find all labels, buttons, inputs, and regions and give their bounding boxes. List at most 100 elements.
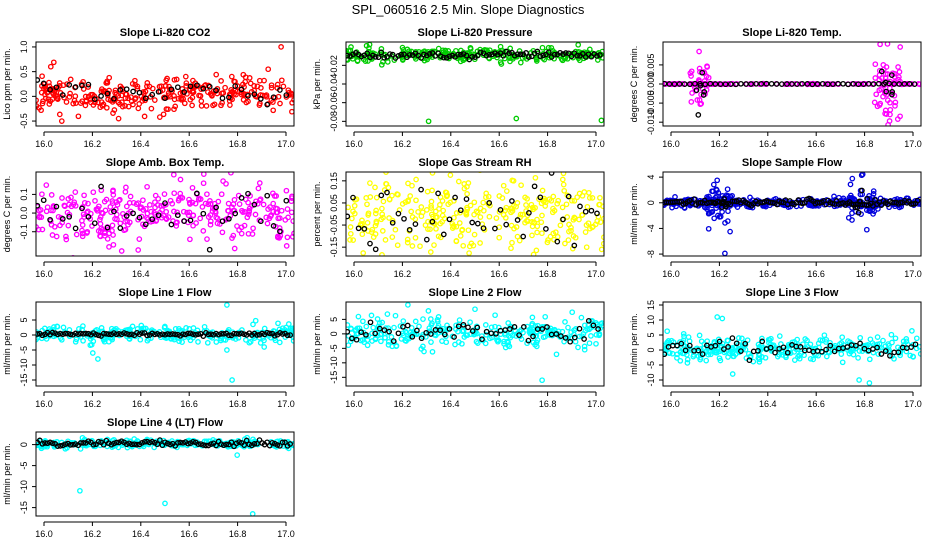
data-point [888, 72, 895, 78]
data-point [245, 190, 251, 197]
x-tick-label: 17.0 [904, 399, 922, 409]
data-point [589, 224, 596, 231]
data-point [372, 231, 379, 237]
data-point [113, 211, 120, 218]
data-point [218, 78, 224, 84]
data-point [276, 235, 283, 241]
panel-9: Slope Line 3 Flow ml/min per min. 16.0 16.2… [629, 287, 922, 409]
y-tick-label: 0.000 [646, 73, 656, 96]
data-point [823, 346, 829, 353]
data-point [681, 333, 687, 340]
data-point [134, 441, 140, 448]
x-tick-label: 16.0 [345, 399, 363, 409]
data-point [346, 52, 351, 59]
data-point [187, 337, 194, 344]
data-point [217, 337, 224, 344]
data-point [193, 220, 199, 226]
data-point [539, 377, 545, 384]
data-point [432, 208, 439, 215]
x-tick-label: 16.8 [856, 399, 874, 409]
data-point [534, 48, 541, 55]
data-point [572, 326, 579, 332]
data-point [209, 208, 216, 214]
data-point [725, 337, 731, 344]
data-point [89, 223, 95, 229]
data-point [254, 83, 261, 90]
data-point [509, 177, 516, 184]
data-point [378, 46, 385, 52]
data-point [135, 105, 142, 112]
data-point [426, 280, 430, 284]
data-point [57, 443, 64, 449]
data-point [264, 220, 271, 227]
data-point [47, 439, 53, 446]
data-point [171, 208, 177, 215]
data-point [389, 219, 396, 226]
data-point [518, 336, 525, 342]
data-point [118, 92, 125, 99]
y-tick-label: -15 [19, 373, 29, 386]
data-point [138, 322, 145, 329]
data-point [502, 214, 509, 221]
data-points [663, 314, 921, 386]
data-point [144, 183, 150, 190]
y-tick-label: -10 [19, 480, 29, 493]
data-point [72, 189, 79, 195]
data-point [110, 192, 117, 198]
plot-frame [35, 301, 295, 387]
data-point [359, 337, 366, 343]
data-point [174, 209, 180, 216]
data-point [665, 338, 672, 344]
data-point [914, 197, 921, 204]
data-point [483, 52, 490, 59]
data-point [252, 317, 259, 324]
data-point [218, 191, 225, 198]
data-point [123, 203, 130, 210]
data-point [483, 331, 490, 338]
data-point [350, 51, 356, 58]
data-point [439, 198, 446, 204]
data-point [574, 52, 581, 59]
data-point [596, 201, 602, 208]
data-point [346, 328, 351, 335]
data-point [877, 42, 883, 48]
data-point [464, 332, 471, 339]
data-point [98, 93, 104, 99]
data-point [252, 211, 259, 218]
data-point [830, 81, 836, 87]
data-point [70, 100, 77, 107]
data-point [287, 332, 294, 338]
data-point [713, 186, 720, 193]
x-tick-label: 16.6 [490, 139, 508, 149]
data-point [245, 92, 251, 99]
data-point [386, 215, 392, 221]
data-point [464, 191, 470, 197]
data-point [50, 91, 57, 97]
data-point [581, 336, 587, 342]
panel-title: Slope Li-820 Temp. [742, 27, 841, 39]
data-point [123, 213, 130, 219]
data-point [551, 51, 558, 58]
data-point [36, 336, 39, 343]
data-point [886, 342, 892, 349]
data-point [873, 144, 877, 148]
data-point [850, 81, 857, 87]
data-point [441, 331, 448, 338]
data-point [85, 200, 91, 207]
data-point [686, 81, 693, 88]
data-point [398, 336, 405, 342]
data-point [189, 94, 196, 101]
data-point [427, 316, 434, 322]
data-point [85, 213, 92, 220]
data-point [268, 82, 275, 89]
data-point [90, 102, 97, 108]
data-point [46, 101, 53, 107]
data-point [214, 215, 221, 222]
data-point [859, 187, 865, 194]
data-point [40, 197, 47, 204]
data-point [177, 439, 184, 446]
data-point [533, 247, 540, 254]
data-point [47, 216, 53, 223]
data-point [117, 87, 124, 93]
data-point [711, 200, 718, 206]
